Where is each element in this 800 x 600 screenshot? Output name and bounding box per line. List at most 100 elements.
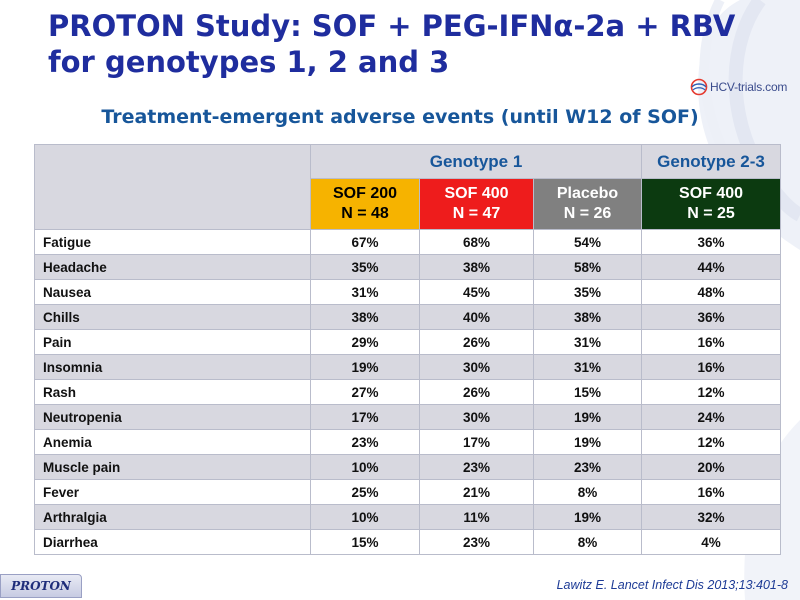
value-cell: 4% (641, 529, 782, 555)
citation: Lawitz E. Lancet Infect Dis 2013;13:401-… (556, 578, 788, 592)
value-cell: 10% (310, 504, 420, 530)
group-header-genotype-1: Genotype 1 (309, 144, 643, 179)
group-header-genotype-2-3: Genotype 2-3 (641, 144, 782, 179)
arm-header-sof400-genotype-2-3: SOF 400 N = 25 (641, 178, 782, 230)
table-row: Rash 27% 26% 15% 12% (34, 379, 782, 405)
event-name: Fatigue (34, 229, 311, 255)
title-line-2: for genotypes 1, 2 and 3 (48, 45, 450, 79)
value-cell: 54% (532, 229, 643, 255)
table-row: Arthralgia 10% 11% 19% 32% (34, 504, 782, 530)
value-cell: 67% (310, 229, 420, 255)
table-row: Insomnia 19% 30% 31% 16% (34, 354, 782, 380)
event-name: Nausea (34, 279, 311, 305)
value-cell: 32% (641, 504, 782, 530)
arm-n: N = 48 (341, 205, 389, 222)
group-header-row: Genotype 1 Genotype 2-3 (34, 144, 782, 230)
value-cell: 35% (310, 254, 420, 280)
arm-header-sof400: SOF 400 N = 47 (419, 178, 534, 230)
value-cell: 35% (532, 279, 643, 305)
event-name: Anemia (34, 429, 311, 455)
value-cell: 40% (419, 304, 534, 330)
table-row: Pain 29% 26% 31% 16% (34, 329, 782, 355)
arm-header-sof200: SOF 200 N = 48 (310, 178, 420, 230)
value-cell: 24% (641, 404, 782, 430)
arm-header-row: SOF 200 N = 48 SOF 400 N = 47 Placebo N … (35, 178, 782, 230)
event-name: Headache (34, 254, 311, 280)
value-cell: 17% (419, 429, 534, 455)
value-cell: 23% (419, 529, 534, 555)
table-row: Fatigue 67% 68% 54% 36% (34, 229, 782, 255)
value-cell: 26% (419, 329, 534, 355)
value-cell: 11% (419, 504, 534, 530)
arm-n: N = 25 (687, 205, 735, 222)
adverse-events-table: Genotype 1 Genotype 2-3 SOF 200 N = 48 S… (34, 144, 782, 555)
event-name: Arthralgia (34, 504, 311, 530)
arm-n: N = 47 (452, 205, 501, 222)
arm-name: SOF 400 (679, 185, 744, 202)
value-cell: 68% (419, 229, 534, 255)
table-row: Neutropenia 17% 30% 19% 24% (34, 404, 782, 430)
table-row: Chills 38% 40% 38% 36% (34, 304, 782, 330)
table-row: Headache 35% 38% 58% 44% (34, 254, 782, 280)
logo-text: HCV-trials.com (710, 80, 788, 94)
event-name: Insomnia (34, 354, 311, 380)
value-cell: 48% (641, 279, 782, 305)
value-cell: 31% (532, 329, 643, 355)
value-cell: 15% (310, 529, 420, 555)
value-cell: 21% (419, 479, 534, 505)
value-cell: 19% (532, 504, 643, 530)
value-cell: 45% (419, 279, 534, 305)
arm-name: SOF 200 (332, 185, 398, 202)
proton-footer-tab: PROTON (0, 574, 82, 598)
table-row: Fever 25% 21% 8% 16% (34, 479, 782, 505)
table-row: Nausea 31% 45% 35% 48% (34, 279, 782, 305)
title-line-1: PROTON Study: SOF + PEG-IFNα-2a + RBV (48, 9, 736, 43)
value-cell: 38% (419, 254, 534, 280)
value-cell: 20% (641, 454, 782, 480)
value-cell: 19% (310, 354, 420, 380)
event-name: Neutropenia (34, 404, 311, 430)
value-cell: 8% (532, 479, 643, 505)
arm-name: SOF 400 (444, 185, 509, 202)
value-cell: 23% (419, 454, 534, 480)
value-cell: 16% (641, 354, 782, 380)
value-cell: 26% (419, 379, 534, 405)
value-cell: 19% (532, 404, 643, 430)
value-cell: 36% (641, 304, 782, 330)
header-corner-cell (34, 144, 311, 230)
arm-header-placebo: Placebo N = 26 (532, 178, 643, 230)
value-cell: 23% (532, 454, 643, 480)
value-cell: 25% (310, 479, 420, 505)
value-cell: 44% (641, 254, 782, 280)
value-cell: 38% (532, 304, 643, 330)
value-cell: 23% (310, 429, 420, 455)
table-row: Muscle pain 10% 23% 23% 20% (34, 454, 782, 480)
value-cell: 38% (310, 304, 420, 330)
value-cell: 30% (419, 354, 534, 380)
table-row: Diarrhea 15% 23% 8% 4% (34, 529, 782, 555)
value-cell: 27% (310, 379, 420, 405)
value-cell: 58% (532, 254, 643, 280)
value-cell: 31% (310, 279, 420, 305)
value-cell: 15% (532, 379, 643, 405)
slide-subtitle: Treatment-emergent adverse events (until… (101, 106, 699, 128)
value-cell: 16% (641, 329, 782, 355)
table-body: Fatigue 67% 68% 54% 36% Headache 35% 38%… (34, 229, 782, 555)
value-cell: 8% (532, 529, 643, 555)
arm-name: Placebo (556, 185, 619, 202)
value-cell: 12% (641, 429, 782, 455)
value-cell: 17% (310, 404, 420, 430)
value-cell: 16% (641, 479, 782, 505)
event-name: Fever (34, 479, 311, 505)
event-name: Pain (34, 329, 311, 355)
event-name: Diarrhea (34, 529, 311, 555)
value-cell: 30% (419, 404, 534, 430)
value-cell: 31% (532, 354, 643, 380)
event-name: Muscle pain (34, 454, 311, 480)
value-cell: 12% (641, 379, 782, 405)
value-cell: 10% (310, 454, 420, 480)
hcv-trials-logo: HCV-trials.com (690, 78, 787, 96)
slide-title: PROTON Study: SOF + PEG-IFNα-2a + RBV fo… (48, 8, 735, 80)
event-name: Rash (34, 379, 311, 405)
arm-n: N = 26 (563, 205, 612, 222)
